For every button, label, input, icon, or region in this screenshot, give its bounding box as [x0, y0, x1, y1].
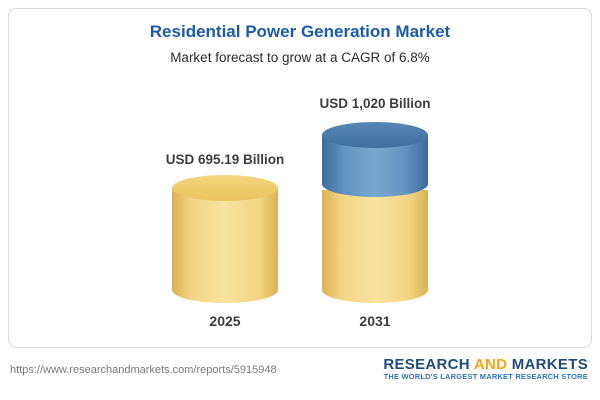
chart-subtitle: Market forecast to grow at a CAGR of 6.8… — [170, 50, 430, 65]
value-label-2025: USD 695.19 Billion — [165, 152, 285, 167]
chart-title: Residential Power Generation Market — [149, 22, 451, 41]
bar-2025-cylinder — [172, 175, 278, 303]
year-label-2025: 2025 — [209, 313, 241, 329]
value-label-2031: USD 1,020 Billion — [319, 96, 431, 111]
year-label-2031: 2031 — [359, 313, 391, 329]
logo-wordmark: RESEARCH AND MARKETS — [383, 356, 588, 373]
bar-2025-cap — [172, 175, 278, 201]
research-and-markets-logo: RESEARCH AND MARKETS THE WORLD'S LARGEST… — [383, 356, 588, 382]
logo-tagline: THE WORLD'S LARGEST MARKET RESEARCH STOR… — [383, 372, 588, 382]
chart-card — [8, 8, 592, 348]
bar-2025-body — [172, 188, 278, 303]
bar-2031-base-segment — [322, 190, 428, 303]
logo-word-markets: MARKETS — [511, 356, 588, 373]
logo-word-and: AND — [473, 356, 508, 373]
logo-word-research: RESEARCH — [383, 356, 470, 373]
bar-2031-cap — [322, 122, 428, 148]
source-url: https://www.researchandmarkets.com/repor… — [10, 364, 277, 376]
bar-2031-cylinder — [322, 122, 428, 303]
